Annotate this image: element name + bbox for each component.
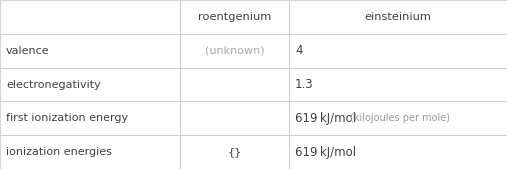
Text: 4: 4 <box>295 44 303 57</box>
Text: ionization energies: ionization energies <box>6 147 112 157</box>
Bar <box>180 135 289 169</box>
Bar <box>289 0 507 34</box>
Bar <box>180 101 289 135</box>
Text: 1.3: 1.3 <box>295 78 314 91</box>
Bar <box>0 135 180 169</box>
Text: valence: valence <box>6 46 50 56</box>
Text: first ionization energy: first ionization energy <box>6 113 128 123</box>
Bar <box>0 0 180 34</box>
Text: {}: {} <box>227 147 242 157</box>
Bar <box>180 0 289 34</box>
Text: roentgenium: roentgenium <box>198 12 271 22</box>
Bar <box>180 34 289 68</box>
Bar <box>289 135 507 169</box>
Text: 619 kJ/mol: 619 kJ/mol <box>295 146 356 159</box>
Text: (unknown): (unknown) <box>205 46 264 56</box>
Text: 619 kJ/mol: 619 kJ/mol <box>295 112 356 125</box>
Bar <box>0 68 180 101</box>
Text: (kilojoules per mole): (kilojoules per mole) <box>350 113 450 123</box>
Bar <box>289 101 507 135</box>
Text: einsteinium: einsteinium <box>365 12 431 22</box>
Bar <box>289 68 507 101</box>
Bar <box>0 101 180 135</box>
Bar <box>289 34 507 68</box>
Bar <box>180 68 289 101</box>
Bar <box>0 34 180 68</box>
Text: electronegativity: electronegativity <box>6 79 101 90</box>
